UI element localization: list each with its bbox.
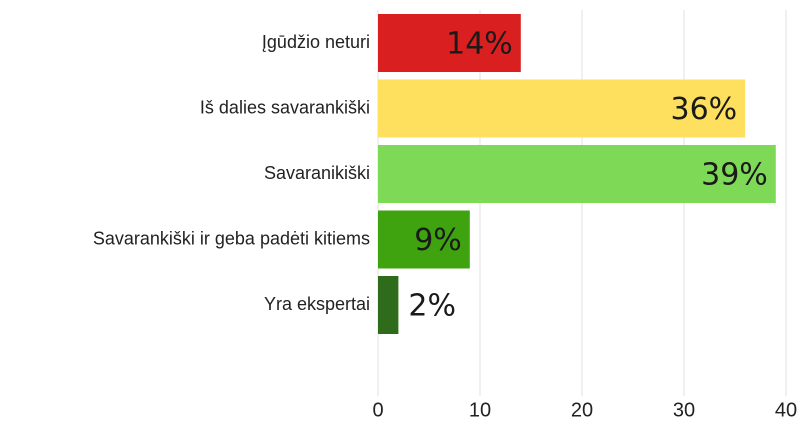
y-tick-label: Įgūdžio neturi — [262, 32, 370, 52]
x-tick-label: 30 — [673, 399, 695, 421]
bar — [378, 276, 399, 334]
value-label: 14% — [446, 27, 513, 62]
x-tick-label: 20 — [571, 399, 593, 421]
bar — [378, 79, 746, 138]
value-label: 39% — [701, 158, 768, 193]
x-tick-label: 0 — [372, 399, 383, 421]
y-tick-label: Savaranikiški — [264, 163, 370, 183]
value-label: 36% — [671, 92, 738, 127]
bar — [378, 145, 776, 203]
y-tick-label: Iš dalies savarankiški — [200, 97, 370, 117]
bar — [378, 14, 521, 72]
value-label: 9% — [414, 223, 462, 258]
y-tick-label: Yra ekspertai — [264, 294, 370, 314]
value-label: 2% — [408, 289, 456, 324]
bar — [378, 210, 470, 269]
x-tick-label: 40 — [775, 399, 797, 421]
x-tick-label: 10 — [469, 399, 491, 421]
y-tick-label: Savarankiški ir geba padėti kitiems — [93, 228, 370, 248]
